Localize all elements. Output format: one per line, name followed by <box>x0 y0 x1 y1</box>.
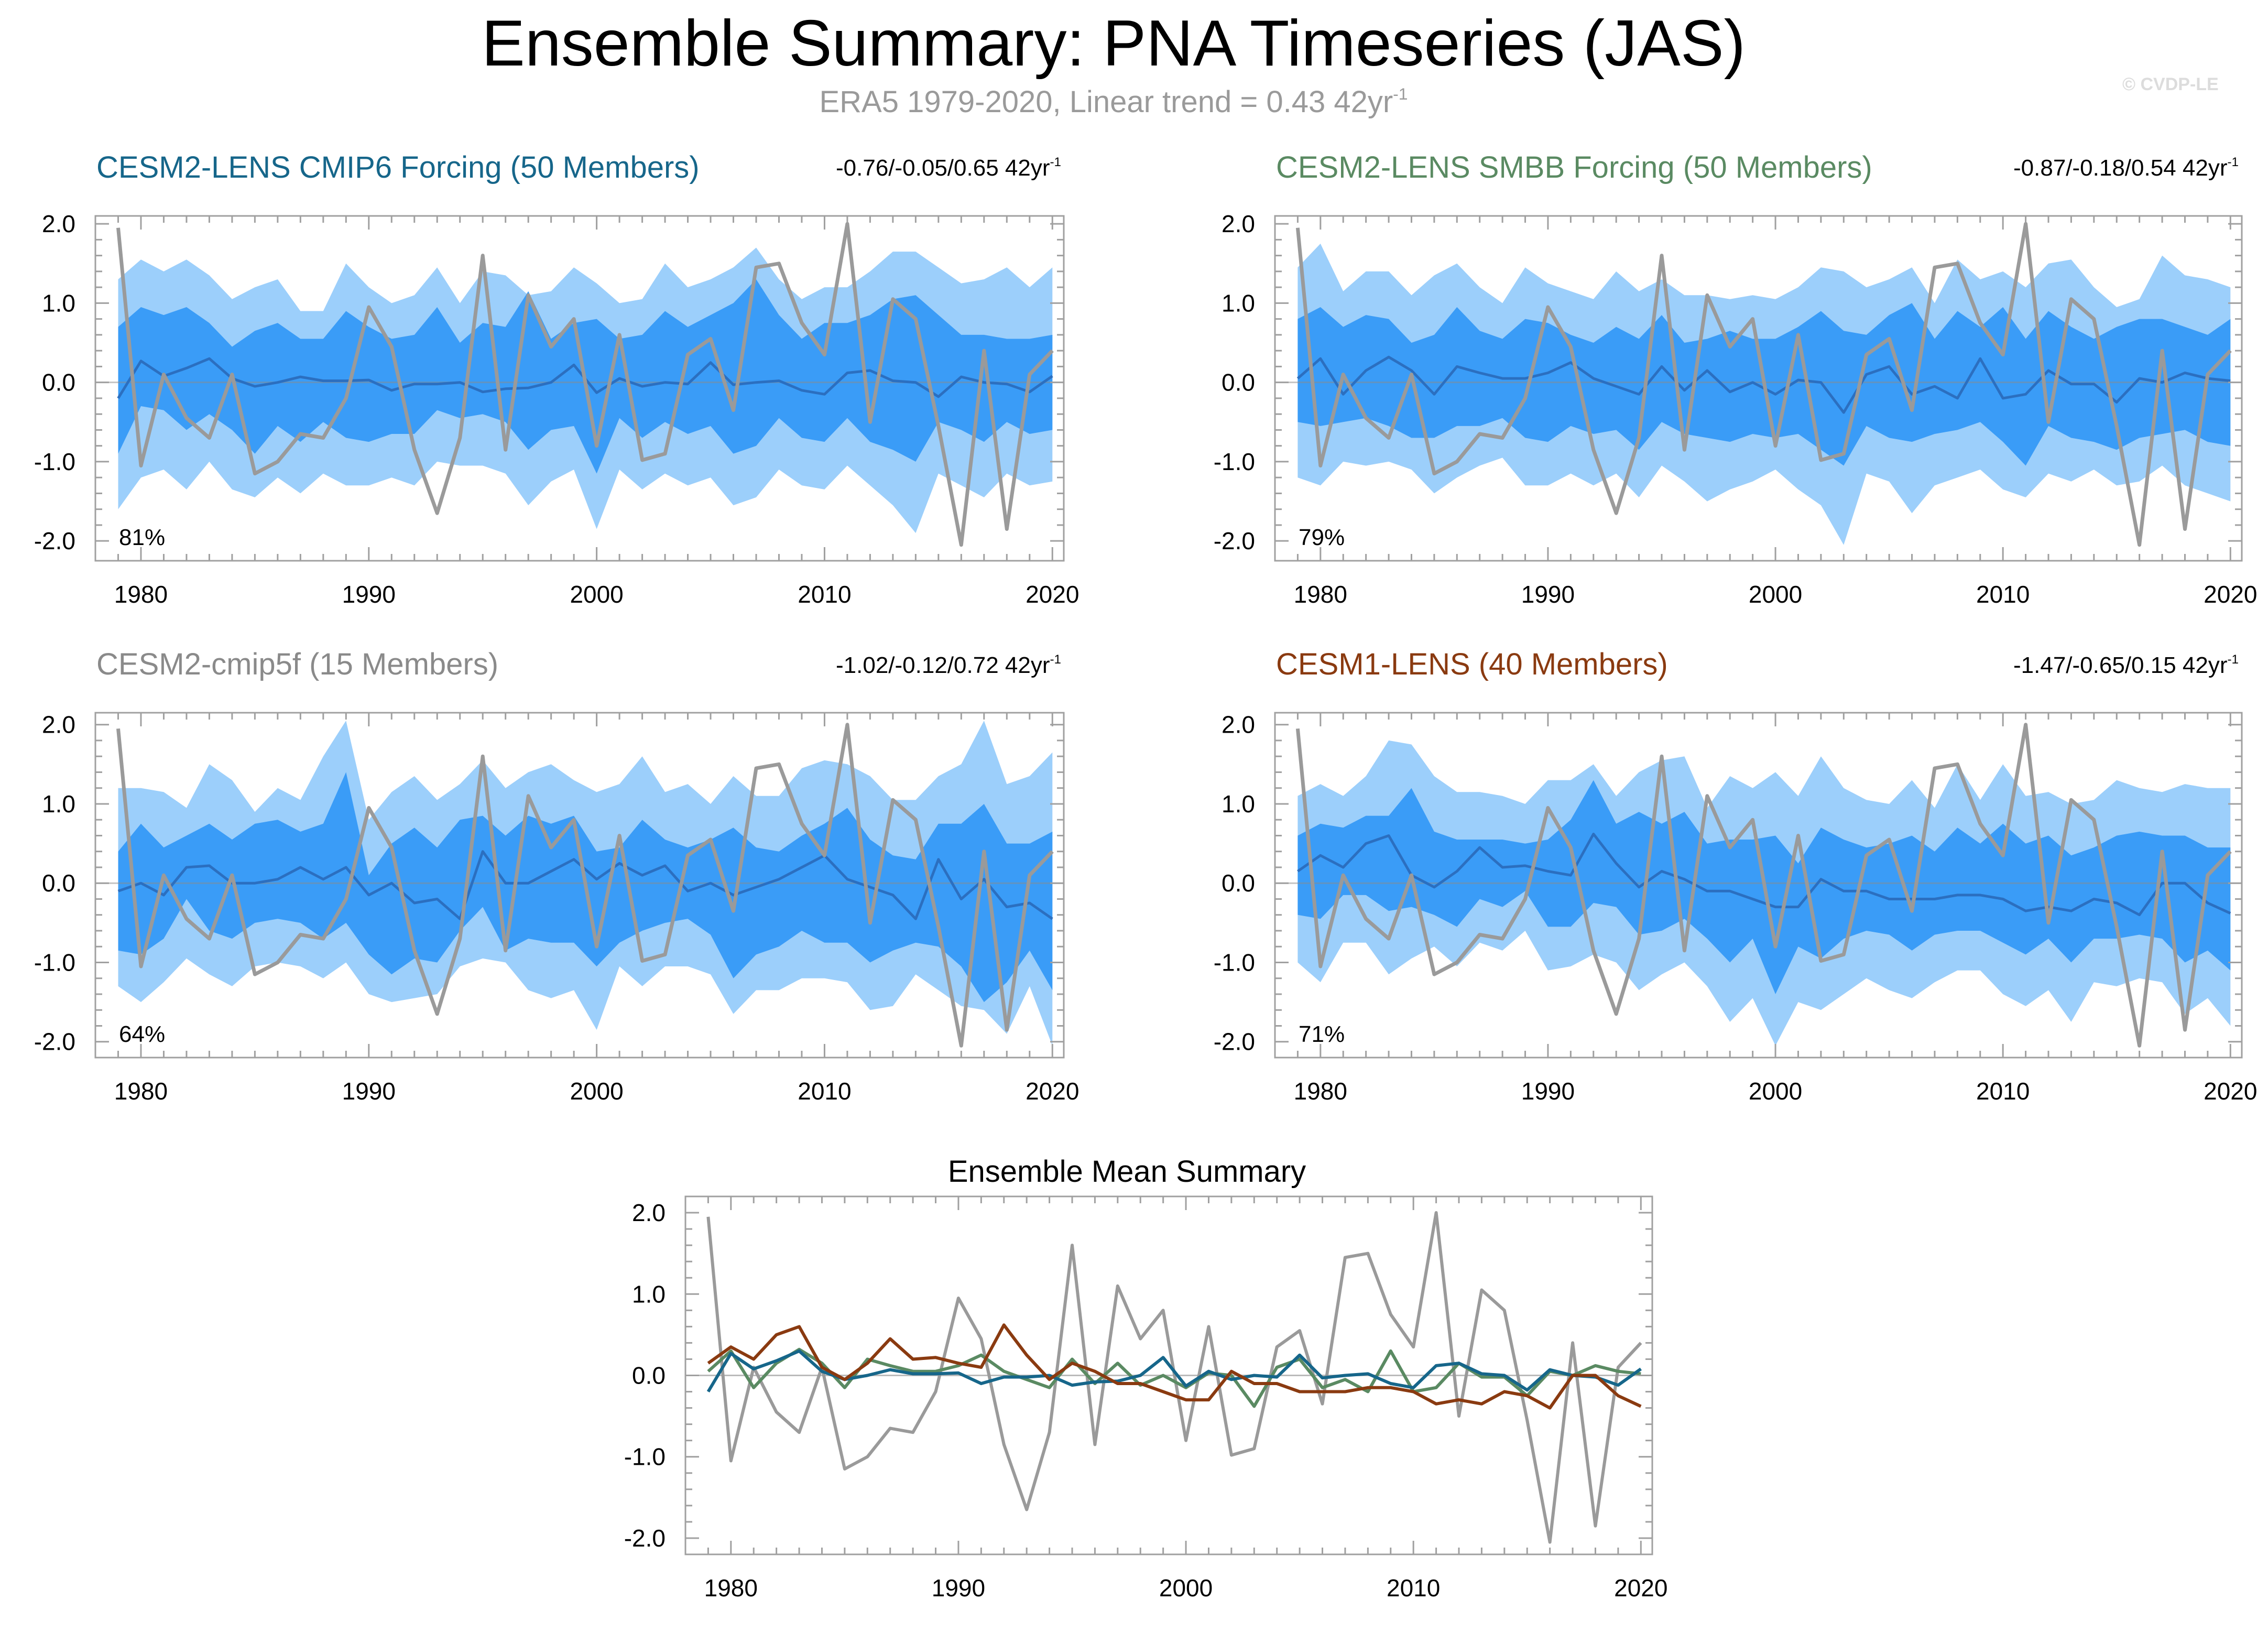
y-tick-label: 2.0 <box>42 210 75 237</box>
y-tick-label: 0.0 <box>42 369 75 396</box>
y-tick-label: 1.0 <box>1222 790 1255 818</box>
x-tick-label: 1990 <box>1521 1077 1575 1105</box>
cmip6-era5-line <box>116 222 1054 547</box>
trend-cmip5f-text: -1.02/-0.12/0.72 42yr <box>836 652 1050 678</box>
subtitle-superscript: -1 <box>1393 84 1408 104</box>
x-tick-label: 2020 <box>1026 1077 1079 1105</box>
mean-line-3 <box>707 1323 1642 1410</box>
mean-line-0 <box>706 1211 1642 1544</box>
trend-cmip5f-sup: -1 <box>1050 652 1061 667</box>
cesm1-ensemble-mean-line <box>1296 832 2231 917</box>
smbb-percent-label: 79% <box>1299 525 1345 550</box>
trend-cmip6-text: -0.76/-0.05/0.65 42yr <box>836 155 1050 181</box>
x-tick-label: 2010 <box>1976 1077 2030 1105</box>
x-tick-label: 2000 <box>1749 1077 1802 1105</box>
trend-cmip6: -0.76/-0.05/0.65 42yr-1 <box>836 154 1061 183</box>
y-tick-label: -1.0 <box>1214 949 1255 976</box>
mean-line-1 <box>707 1347 1641 1408</box>
y-tick-label: 1.0 <box>42 289 75 317</box>
smbb-era5-line <box>1295 222 2232 547</box>
x-tick-label: 1990 <box>342 1077 396 1105</box>
cesm1-era5-line <box>1295 723 2232 1048</box>
y-tick-label: 2.0 <box>1222 711 1255 738</box>
x-tick-label: 1990 <box>342 581 396 608</box>
y-tick-label: 0.0 <box>1222 369 1255 396</box>
x-tick-label: 2000 <box>570 1077 623 1105</box>
trend-smbb: -0.87/-0.18/0.54 42yr-1 <box>2013 154 2239 183</box>
cmip5f-frame <box>94 712 1065 1059</box>
y-tick-label: -2.0 <box>1214 1028 1255 1055</box>
x-tick-label: 1980 <box>1294 581 1347 608</box>
y-tick-label: -1.0 <box>624 1443 666 1471</box>
page-title: Ensemble Summary: PNA Timeseries (JAS) <box>482 7 1746 80</box>
x-tick-label: 2010 <box>1387 1574 1440 1602</box>
x-tick-label: 1990 <box>1521 581 1575 608</box>
panel-smbb: 79% 1980 1990 2000 2010 2020 2.0 1.0 0.0 -1.0 -2.0 <box>1214 210 2258 608</box>
cesm1-percent-label: 71% <box>1299 1021 1345 1047</box>
panel-title-smbb: CESM2-LENS SMBB Forcing (50 Members) <box>1276 150 1872 184</box>
y-tick-label: -1.0 <box>1214 448 1255 475</box>
page-subtitle: ERA5 1979-2020, Linear trend = 0.43 42yr… <box>0 84 2227 121</box>
y-tick-label: 2.0 <box>42 711 75 738</box>
x-tick-label: 2020 <box>2204 1077 2257 1105</box>
trend-cesm1-sup: -1 <box>2227 652 2239 667</box>
x-tick-label: 2020 <box>1026 581 1079 608</box>
x-tick-label: 2010 <box>798 1077 851 1105</box>
panel-mean: Ensemble Mean Summary 1980 1990 2000 2010 202… <box>624 1155 1668 1602</box>
y-tick-label: 0.0 <box>42 869 75 897</box>
panel-title-cmip5f: CESM2-cmip5f (15 Members) <box>96 647 499 681</box>
panel-title-cmip6: CESM2-LENS CMIP6 Forcing (50 Members) <box>96 150 700 184</box>
x-tick-label: 1980 <box>114 1077 168 1105</box>
cmip5f-percent-label: 64% <box>119 1021 165 1047</box>
trend-smbb-sup: -1 <box>2227 155 2239 169</box>
panel-cmip6: 81% 1980 1990 2000 2010 2020 2.0 1.0 0.0 -1.0 -2.0 <box>34 210 1080 608</box>
x-tick-label: 2000 <box>570 581 623 608</box>
x-tick-label: 2020 <box>1614 1574 1667 1602</box>
x-tick-label: 2020 <box>2204 581 2257 608</box>
y-tick-label: -2.0 <box>1214 527 1255 554</box>
mean-line-2 <box>706 1349 1642 1393</box>
y-tick-label: 1.0 <box>1222 289 1255 317</box>
y-tick-label: -1.0 <box>34 949 75 976</box>
trend-cesm1: -1.47/-0.65/0.15 42yr-1 <box>2013 651 2239 680</box>
y-tick-label: 2.0 <box>632 1199 666 1226</box>
subtitle-text: ERA5 1979-2020, Linear trend = 0.43 42yr <box>819 85 1393 119</box>
x-tick-label: 2010 <box>798 581 851 608</box>
x-tick-label: 2000 <box>1749 581 1802 608</box>
y-tick-label: -1.0 <box>34 448 75 475</box>
cmip6-frame <box>94 215 1065 562</box>
y-tick-label: -2.0 <box>34 1028 75 1055</box>
panel-cesm1: 71% 1980 1990 2000 2010 2020 2.0 1.0 0.0 -1.0 -2.0 <box>1214 711 2258 1105</box>
y-tick-label: 0.0 <box>1222 869 1255 897</box>
trend-cesm1-text: -1.47/-0.65/0.15 42yr <box>2013 652 2228 678</box>
trend-cmip5f: -1.02/-0.12/0.72 42yr-1 <box>836 651 1061 680</box>
x-tick-label: 1980 <box>704 1574 758 1602</box>
y-tick-label: -2.0 <box>34 527 75 554</box>
cmip6-percent-label: 81% <box>119 525 165 550</box>
trend-smbb-text: -0.87/-0.18/0.54 42yr <box>2013 155 2228 181</box>
cmip5f-ensemble-mean-line <box>117 850 1053 920</box>
trend-cmip6-sup: -1 <box>1050 155 1061 169</box>
x-tick-label: 2010 <box>1976 581 2030 608</box>
y-tick-label: 1.0 <box>42 790 75 818</box>
y-tick-label: 2.0 <box>1222 210 1255 237</box>
x-tick-label: 2000 <box>1159 1574 1213 1602</box>
credit-watermark: © CVDP-LE <box>2122 74 2219 94</box>
mean-panel-title: Ensemble Mean Summary <box>948 1155 1306 1189</box>
cmip5f-era5-line <box>116 723 1054 1048</box>
y-tick-label: 1.0 <box>632 1280 666 1308</box>
y-tick-label: 0.0 <box>632 1362 666 1389</box>
panel-title-cesm1: CESM1-LENS (40 Members) <box>1276 647 1668 681</box>
x-tick-label: 1990 <box>932 1574 985 1602</box>
x-tick-label: 1980 <box>1294 1077 1347 1105</box>
smbb-frame <box>1274 215 2243 562</box>
panel-cmip5f: 64% 1980 1990 2000 2010 2020 2.0 1.0 0.0 -1.0 -2.0 <box>34 711 1080 1105</box>
cesm1-frame <box>1274 712 2243 1059</box>
y-tick-label: -2.0 <box>624 1525 666 1552</box>
x-tick-label: 1980 <box>114 581 168 608</box>
